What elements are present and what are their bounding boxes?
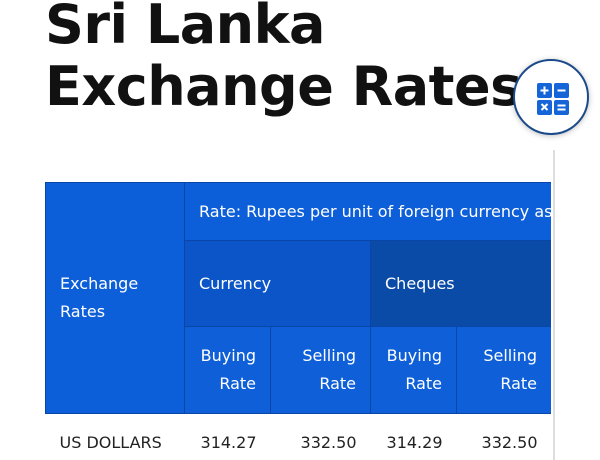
table-container: Exchange Rates Rate: Rupees per unit of … — [45, 182, 551, 460]
scroll-shadow — [553, 150, 555, 460]
column-header: Buying Rate — [184, 326, 271, 414]
row-label: US DOLLARS — [59, 432, 162, 452]
corner-header: Exchange Rates — [45, 182, 185, 414]
column-header: Buying Rate — [370, 326, 457, 414]
group-header: Currency — [184, 240, 371, 327]
rates-table: Exchange Rates Rate: Rupees per unit of … — [45, 182, 551, 460]
column-header: Selling Rate — [456, 326, 551, 414]
rate-cell: 314.27 — [200, 432, 257, 452]
span-header: Rate: Rupees per unit of foreign currenc… — [183, 182, 551, 241]
column-header: Selling Rate — [270, 326, 371, 414]
calculator-button[interactable] — [513, 59, 589, 135]
rate-cell: 332.50 — [481, 432, 538, 452]
rate-cell: 314.29 — [386, 432, 443, 452]
rate-cell: 332.50 — [300, 432, 357, 452]
calculator-icon — [537, 83, 569, 115]
group-header: Cheques — [369, 240, 551, 327]
page-title: Sri Lanka Exchange Rates — [45, 0, 522, 118]
table-row: US DOLLARS 314.27 332.50 314.29 332.50 — [46, 414, 552, 460]
